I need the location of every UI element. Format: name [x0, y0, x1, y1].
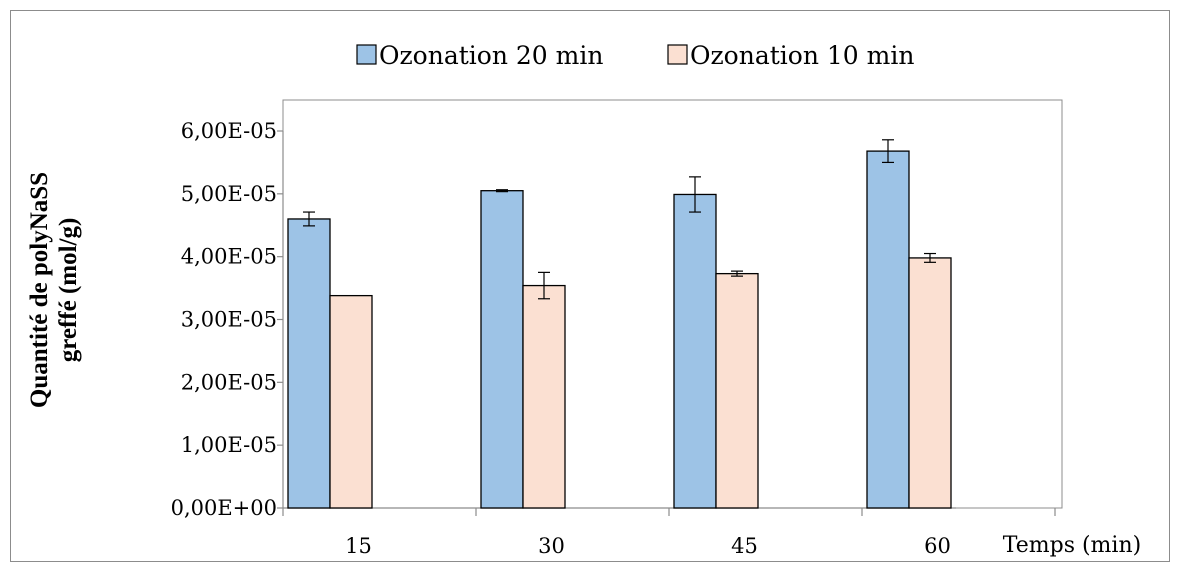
y-tick-label: 3,00E-05 [181, 308, 277, 332]
error-bars [303, 139, 936, 300]
error-bar [882, 139, 894, 164]
legend-label-ozonation-10: Ozonation 10 min [690, 41, 914, 70]
bar-ozonation-10-15 [329, 294, 373, 509]
error-bar [731, 270, 743, 277]
y-tick-label: 6,00E-05 [181, 119, 277, 143]
bar-ozonation-20-45 [673, 193, 717, 509]
y-tick-label: 1,00E-05 [181, 433, 277, 457]
bars [287, 150, 952, 509]
y-tick-label: 5,00E-05 [181, 182, 277, 206]
error-bar [924, 252, 936, 263]
y-axis-title-line-1: Quantité de polyNaSS [26, 172, 53, 408]
x-tick-label: 30 [538, 534, 565, 558]
error-bar [538, 271, 550, 300]
bar-ozonation-10-30 [522, 284, 566, 509]
x-tick-label: 15 [345, 534, 372, 558]
x-tick-label: 45 [731, 534, 758, 558]
y-tick-label: 0,00E+00 [171, 496, 277, 520]
bar-ozonation-10-45 [715, 272, 759, 509]
y-tick-label: 4,00E-05 [181, 245, 277, 269]
error-bar [303, 211, 315, 227]
x-axis-title: Temps (min) [1003, 533, 1141, 558]
x-tick-label: 60 [924, 534, 951, 558]
legend-swatch-ozonation-10 [667, 44, 688, 65]
bar-ozonation-20-15 [287, 218, 331, 509]
y-tick-label: 2,00E-05 [181, 370, 277, 394]
bar-ozonation-20-60 [866, 150, 910, 509]
y-axis: 0,00E+00 1,00E-05 2,00E-05 3,00E-05 4,00E-05… [171, 119, 284, 520]
chart-frame [10, 10, 1170, 562]
error-bar [689, 176, 701, 213]
bar-ozonation-20-30 [480, 190, 524, 509]
legend-swatch-ozonation-20 [356, 44, 377, 65]
legend: Ozonation 20 min Ozonation 10 min [356, 41, 914, 70]
bar-ozonation-10-60 [908, 257, 952, 509]
legend-label-ozonation-20: Ozonation 20 min [379, 41, 603, 70]
x-axis: 15 30 45 60 [282, 507, 1056, 558]
y-axis-title-line-2: greffé (mol/g) [55, 218, 82, 363]
error-bar [496, 189, 508, 193]
